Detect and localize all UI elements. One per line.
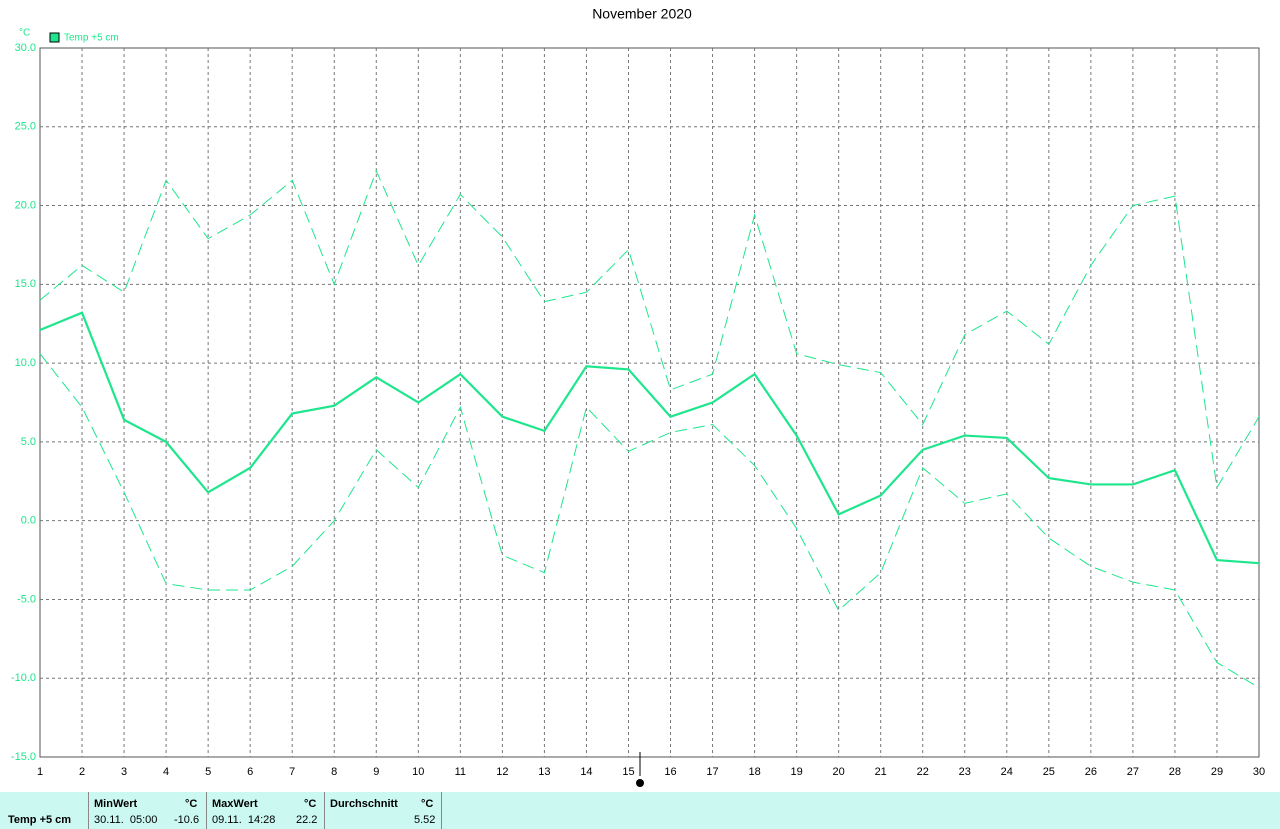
x-tick-label: 18 xyxy=(748,766,760,778)
range-line xyxy=(39,353,1260,689)
divider xyxy=(206,792,207,829)
cursor-dot xyxy=(636,779,644,787)
y-tick-label: 20.0 xyxy=(15,199,36,211)
x-tick-label: 8 xyxy=(331,766,337,778)
x-tick-label: 17 xyxy=(706,766,718,778)
y-tick-label: 10.0 xyxy=(15,357,36,369)
x-tick-label: 14 xyxy=(580,766,592,778)
min-header: MinWert xyxy=(94,798,138,810)
x-tick-label: 29 xyxy=(1211,766,1223,778)
x-tick-label: 26 xyxy=(1085,766,1097,778)
min-value: -10.6 xyxy=(174,814,200,826)
x-tick-label: 15 xyxy=(622,766,634,778)
plot-frame xyxy=(39,47,1260,758)
chart-title: November 2020 xyxy=(592,6,692,22)
data-line xyxy=(39,311,1260,565)
summary-label: Temp +5 cm xyxy=(8,814,72,826)
x-tick-label: 27 xyxy=(1127,766,1139,778)
divider xyxy=(324,792,325,829)
avg-unit: °C xyxy=(421,798,434,810)
y-tick-label: -15.0 xyxy=(11,751,36,763)
min-time: 30.11. 05:00 xyxy=(94,814,158,826)
avg-header: Durchschnitt xyxy=(330,798,398,810)
avg-value: 5.52 xyxy=(414,814,436,826)
x-tick-label: 28 xyxy=(1169,766,1181,778)
x-tick-label: 5 xyxy=(205,766,211,778)
legend-label: Temp +5 cm xyxy=(64,33,119,44)
y-tick-label: 5.0 xyxy=(21,436,36,448)
x-tick-label: 1 xyxy=(37,766,43,778)
summary-bar: Temp +5 cm MinWert °C 30.11. 05:00 -10.6… xyxy=(0,792,1280,829)
x-tick-label: 4 xyxy=(163,766,169,778)
x-tick-label: 30 xyxy=(1253,766,1265,778)
x-tick-label: 11 xyxy=(455,766,466,778)
x-tick-label: 23 xyxy=(959,766,971,778)
x-tick-label: 3 xyxy=(121,766,127,778)
x-tick-label: 12 xyxy=(496,766,508,778)
y-unit: °C xyxy=(19,28,30,39)
y-tick-label: -10.0 xyxy=(11,672,36,684)
max-header: MaxWert xyxy=(212,798,258,810)
x-tick-label: 13 xyxy=(538,766,550,778)
y-tick-label: 30.0 xyxy=(15,42,36,54)
y-tick-label: 25.0 xyxy=(15,121,36,133)
y-tick-label: 0.0 xyxy=(21,515,36,527)
x-tick-label: 2 xyxy=(79,766,85,778)
range-line xyxy=(39,169,1260,490)
min-unit: °C xyxy=(185,798,198,810)
x-tick-label: 16 xyxy=(664,766,676,778)
x-tick-label: 20 xyxy=(833,766,845,778)
x-tick-label: 10 xyxy=(412,766,424,778)
x-tick-label: 19 xyxy=(790,766,802,778)
chart: November 2020 °C -15.0 -10.0 -5.0 0.0 5.0 10.… xyxy=(11,6,1265,787)
x-tick-label: 7 xyxy=(289,766,295,778)
x-tick-label: 24 xyxy=(1001,766,1013,778)
max-unit: °C xyxy=(304,798,317,810)
x-tick-label: 21 xyxy=(875,766,887,778)
divider xyxy=(88,792,89,829)
y-tick-label: -5.0 xyxy=(17,593,36,605)
x-tick-label: 22 xyxy=(917,766,929,778)
max-time: 09.11. 14:28 xyxy=(212,814,276,826)
max-value: 22.2 xyxy=(296,814,318,826)
x-tick-label: 25 xyxy=(1043,766,1055,778)
x-tick-label: 6 xyxy=(247,766,253,778)
legend-swatch xyxy=(49,32,60,43)
y-tick-label: 15.0 xyxy=(15,278,36,290)
divider xyxy=(441,792,442,829)
x-tick-label: 9 xyxy=(373,766,379,778)
